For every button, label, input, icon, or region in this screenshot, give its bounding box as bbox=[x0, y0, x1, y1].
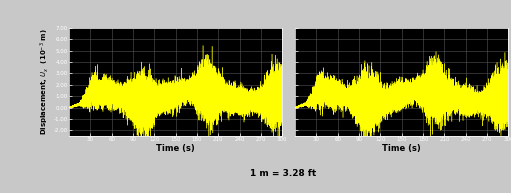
X-axis label: Time (s): Time (s) bbox=[156, 144, 195, 153]
Y-axis label: Displacement, $U_x$  (10$^{-3}$ m): Displacement, $U_x$ (10$^{-3}$ m) bbox=[38, 29, 51, 135]
Text: 1 m = 3.28 ft: 1 m = 3.28 ft bbox=[250, 169, 317, 178]
X-axis label: Time (s): Time (s) bbox=[382, 144, 421, 153]
